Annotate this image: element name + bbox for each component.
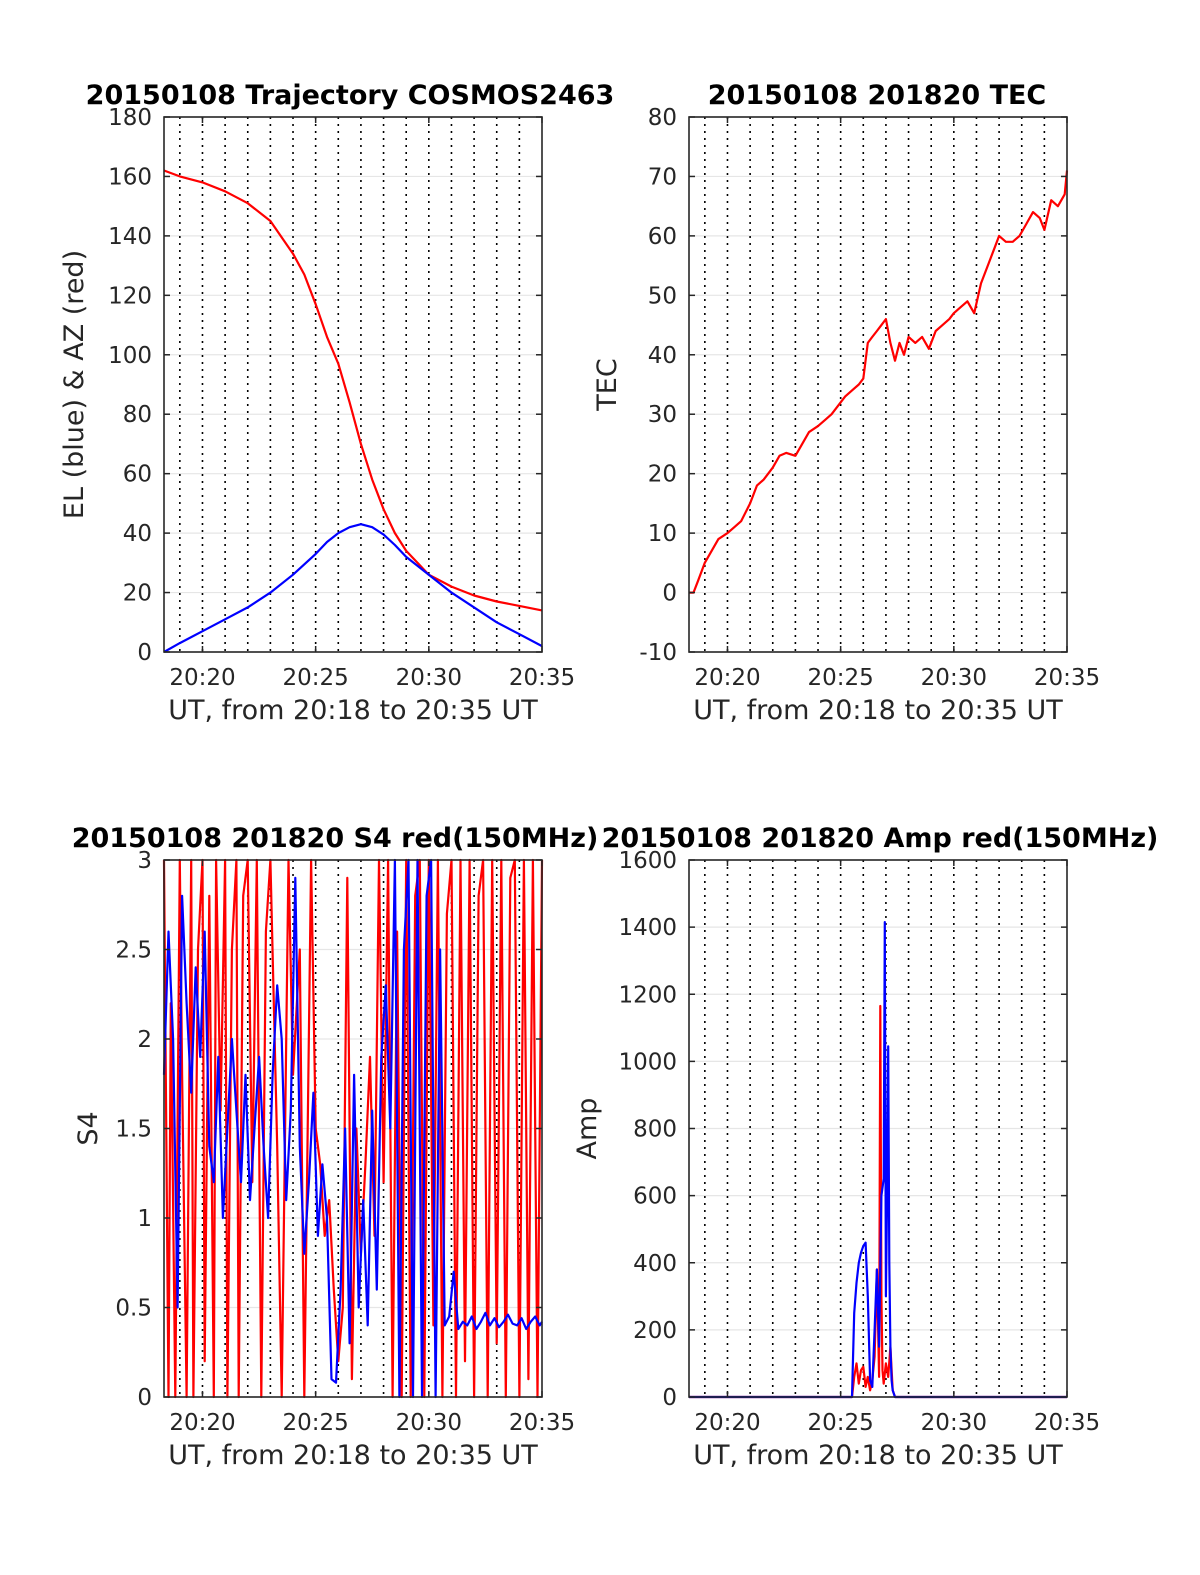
chart-amp: 0 200 400 600 800 1000 1200 1400 1600 20:20 20:25 2… — [572, 823, 1158, 1471]
chart-title: 20150108 Trajectory COSMOS2463 — [86, 80, 615, 111]
y-tick-label: 0 — [137, 1385, 152, 1411]
y-tick-label: 1600 — [618, 848, 677, 874]
chart-tec: -10 0 10 20 30 40 50 60 70 80 20:20 20:25 20:30 20:35… — [592, 80, 1100, 726]
y-tick-label: 60 — [123, 462, 152, 488]
x-tick-label: 20:25 — [808, 1410, 874, 1436]
y-tick-label: 3 — [137, 848, 152, 874]
y-tick-label: 1 — [137, 1206, 152, 1232]
chart-trajectory: 0 20 40 60 80 100 120 140 160 180 20:20 20:25 20:30 2… — [59, 80, 614, 726]
y-tick-label: 30 — [648, 402, 677, 428]
y-tick-label: 40 — [123, 521, 152, 547]
series-line-0 — [163, 169, 543, 612]
x-tick-label: 20:30 — [396, 1410, 462, 1436]
chart-title: 20150108 201820 S4 red(150MHz) — [72, 823, 599, 854]
y-axis-label: TEC — [592, 358, 623, 411]
y-axis-label: Amp — [572, 1098, 603, 1160]
x-axis-label: UT, from 20:18 to 20:35 UT — [693, 1440, 1063, 1471]
x-tick-label: 20:25 — [283, 1410, 349, 1436]
y-tick-label: 0.5 — [115, 1296, 152, 1322]
x-axis-label: UT, from 20:18 to 20:35 UT — [168, 1440, 538, 1471]
series-line-1 — [689, 920, 1067, 1399]
chart-title: 20150108 201820 TEC — [708, 80, 1047, 111]
x-tick-label: 20:30 — [921, 1410, 987, 1436]
x-axis-label: UT, from 20:18 to 20:35 UT — [168, 695, 538, 726]
x-tick-label: 20:20 — [694, 665, 760, 691]
x-tick-label: 20:20 — [169, 1410, 235, 1436]
x-tick-label: 20:30 — [396, 665, 462, 691]
y-tick-label: -10 — [639, 640, 677, 666]
plot-area — [164, 117, 542, 652]
x-tick-label: 20:20 — [169, 665, 235, 691]
y-tick-label: 2.5 — [115, 938, 152, 964]
y-tick-label: 1200 — [618, 982, 677, 1008]
y-tick-label: 200 — [633, 1318, 677, 1344]
y-tick-label: 1000 — [618, 1049, 677, 1075]
y-tick-label: 20 — [648, 462, 677, 488]
y-tick-label: 800 — [633, 1117, 677, 1143]
chart-title: 20150108 201820 Amp red(150MHz) — [602, 823, 1159, 854]
y-tick-label: 100 — [108, 343, 152, 369]
y-tick-label: 80 — [123, 402, 152, 428]
y-tick-label: 70 — [648, 164, 677, 190]
series-line-1 — [162, 858, 543, 1399]
y-tick-label: 400 — [633, 1251, 677, 1277]
y-tick-label: 60 — [648, 224, 677, 250]
y-tick-label: 120 — [108, 283, 152, 309]
series-line-1 — [163, 523, 543, 653]
y-tick-label: 0 — [137, 640, 152, 666]
x-tick-label: 20:35 — [1034, 1410, 1100, 1436]
series-line-0 — [162, 858, 544, 1399]
y-tick-label: 40 — [648, 343, 677, 369]
x-tick-label: 20:20 — [694, 1410, 760, 1436]
y-tick-label: 160 — [108, 164, 152, 190]
x-tick-label: 20:30 — [921, 665, 987, 691]
y-tick-label: 50 — [648, 283, 677, 309]
axes-box — [688, 116, 1068, 653]
x-tick-label: 20:35 — [509, 1410, 575, 1436]
y-axis-label: EL (blue) & AZ (red) — [59, 250, 90, 519]
y-axis-label: S4 — [73, 1111, 104, 1145]
plot-area — [689, 117, 1067, 652]
x-tick-label: 20:35 — [1034, 665, 1100, 691]
x-tick-label: 20:25 — [283, 665, 349, 691]
y-tick-label: 20 — [123, 581, 152, 607]
y-tick-label: 1.5 — [115, 1117, 152, 1143]
y-tick-label: 600 — [633, 1184, 677, 1210]
chart-s4: 0 0.5 1 1.5 2 2.5 3 20:20 20:25 20:30 20:35 UT, fro… — [72, 823, 599, 1471]
y-tick-label: 140 — [108, 224, 152, 250]
x-tick-label: 20:35 — [509, 665, 575, 691]
series-line-0 — [689, 170, 1069, 594]
y-tick-label: 1400 — [618, 915, 677, 941]
y-tick-label: 10 — [648, 521, 677, 547]
y-tick-label: 2 — [137, 1027, 152, 1053]
y-tick-label: 0 — [662, 1385, 677, 1411]
x-axis-label: UT, from 20:18 to 20:35 UT — [693, 695, 1063, 726]
y-tick-label: 80 — [648, 105, 677, 131]
y-tick-label: 180 — [108, 105, 152, 131]
axes-box — [163, 116, 543, 653]
x-tick-label: 20:25 — [808, 665, 874, 691]
y-tick-label: 0 — [662, 581, 677, 607]
